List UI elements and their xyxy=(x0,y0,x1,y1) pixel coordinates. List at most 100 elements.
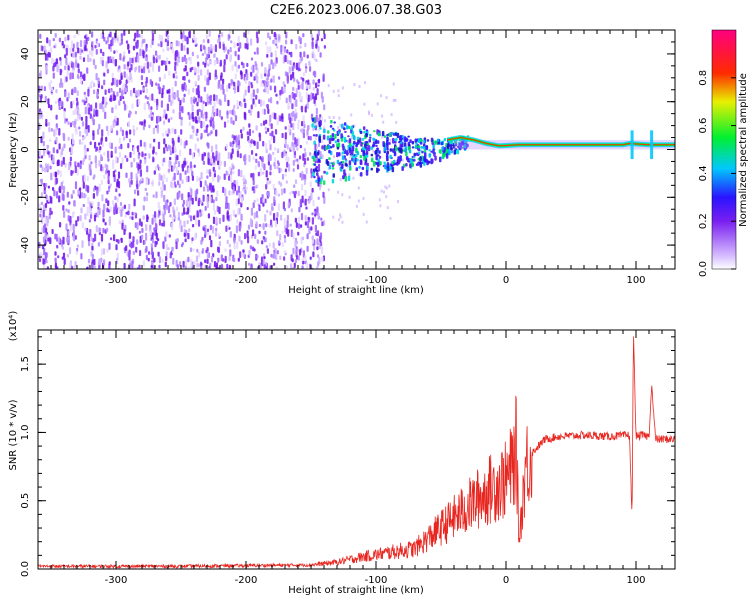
heatmap-cell xyxy=(196,188,199,195)
heatmap-cell xyxy=(391,164,394,167)
heatmap-cell xyxy=(156,128,159,134)
heatmap-cell xyxy=(145,224,148,231)
heatmap-cell xyxy=(78,139,82,145)
heatmap-cell xyxy=(47,237,50,242)
heatmap-cell xyxy=(433,152,436,157)
heatmap-cell xyxy=(302,115,305,123)
heatmap-cell xyxy=(284,132,287,140)
heatmap-cell xyxy=(233,110,236,117)
heatmap-cell xyxy=(204,231,207,236)
heatmap-cell xyxy=(260,73,263,80)
heatmap-cell xyxy=(407,146,411,151)
heatmap-cell xyxy=(210,44,213,51)
heatmap-cell xyxy=(155,191,158,199)
heatmap-cell xyxy=(334,133,337,139)
heatmap-cell xyxy=(222,43,225,51)
heatmap-cell xyxy=(74,235,77,240)
heatmap-cell xyxy=(167,247,170,251)
heatmap-cell xyxy=(123,262,126,269)
heatmap-cell xyxy=(190,215,193,222)
heatmap-cell xyxy=(320,177,323,182)
heatmap-cell xyxy=(220,75,223,81)
heatmap-cell xyxy=(358,173,361,177)
heatmap-cell xyxy=(321,154,324,159)
heatmap-cell xyxy=(226,263,229,269)
heatmap-cell xyxy=(243,94,246,100)
heatmap-cell xyxy=(276,100,279,105)
heatmap-cell xyxy=(384,185,387,189)
heatmap-cell xyxy=(315,165,318,169)
heatmap-cell xyxy=(274,50,277,58)
heatmap-cell xyxy=(175,75,178,80)
heatmap-cell xyxy=(91,201,94,207)
heatmap-cell xyxy=(142,87,145,91)
heatmap-cell xyxy=(76,244,79,248)
heatmap-cell xyxy=(162,213,165,222)
heatmap-cell xyxy=(269,132,272,137)
heatmap-cell xyxy=(293,93,296,100)
heatmap-cell xyxy=(58,195,61,203)
heatmap-cell xyxy=(336,138,340,143)
heatmap-cell xyxy=(269,265,272,269)
heatmap-cell xyxy=(290,208,293,213)
heatmap-cell xyxy=(165,113,168,119)
x-tick-label: -300 xyxy=(105,275,128,286)
heatmap-cell xyxy=(287,229,290,237)
heatmap-cell xyxy=(298,206,301,213)
heatmap-cell xyxy=(191,134,194,140)
heatmap-cell xyxy=(317,117,320,122)
heatmap-cell xyxy=(70,146,74,155)
heatmap-cell xyxy=(244,43,247,49)
heatmap-cell xyxy=(41,245,45,250)
heatmap-cell xyxy=(327,130,330,134)
heatmap-cell xyxy=(228,264,232,269)
heatmap-cell xyxy=(53,62,56,68)
heatmap-cell xyxy=(246,42,249,50)
heatmap-cell xyxy=(254,233,257,240)
heatmap-cell xyxy=(163,174,166,180)
heatmap-cell xyxy=(189,161,192,169)
heatmap-cell xyxy=(77,63,80,69)
heatmap-cell xyxy=(364,141,367,144)
heatmap-cell xyxy=(448,150,451,156)
heatmap-cell xyxy=(420,138,423,143)
heatmap-cell xyxy=(209,120,212,127)
heatmap-cell xyxy=(143,66,146,74)
heatmap-cell xyxy=(343,169,346,176)
heatmap-cell xyxy=(349,142,352,147)
heatmap-cell xyxy=(110,150,113,158)
heatmap-cell xyxy=(212,216,216,225)
heatmap-cell xyxy=(270,224,273,228)
heatmap-cell xyxy=(246,37,249,44)
heatmap-cell xyxy=(322,73,325,77)
heatmap-cell xyxy=(299,198,302,207)
heatmap-cell xyxy=(143,196,146,202)
heatmap-cell xyxy=(165,57,169,65)
heatmap-cell xyxy=(341,143,345,148)
heatmap-cell xyxy=(301,265,304,269)
heatmap-cell xyxy=(258,134,262,142)
heatmap-cell xyxy=(348,147,352,154)
heatmap-cell xyxy=(363,81,366,85)
heatmap-cell xyxy=(58,107,61,111)
heatmap-cell xyxy=(297,255,300,261)
heatmap-cell xyxy=(129,215,132,220)
heatmap-cell xyxy=(71,72,74,80)
heatmap-cell xyxy=(63,257,66,265)
heatmap-cell xyxy=(426,139,430,142)
heatmap-cell xyxy=(121,219,124,224)
heatmap-cell xyxy=(276,212,279,218)
heatmap-cell xyxy=(380,189,383,193)
heatmap-cell xyxy=(54,251,57,256)
heatmap-cell xyxy=(322,75,325,82)
heatmap-cell xyxy=(144,57,148,62)
heatmap-cell xyxy=(143,159,146,165)
heatmap-cell xyxy=(180,116,183,121)
heatmap-cell xyxy=(411,163,414,167)
heatmap-cell xyxy=(195,132,198,137)
heatmap-cell xyxy=(294,190,297,195)
heatmap-cell xyxy=(280,188,284,196)
heatmap-cell xyxy=(263,120,266,126)
heatmap-cell xyxy=(103,72,106,77)
heatmap-cell xyxy=(84,106,87,115)
